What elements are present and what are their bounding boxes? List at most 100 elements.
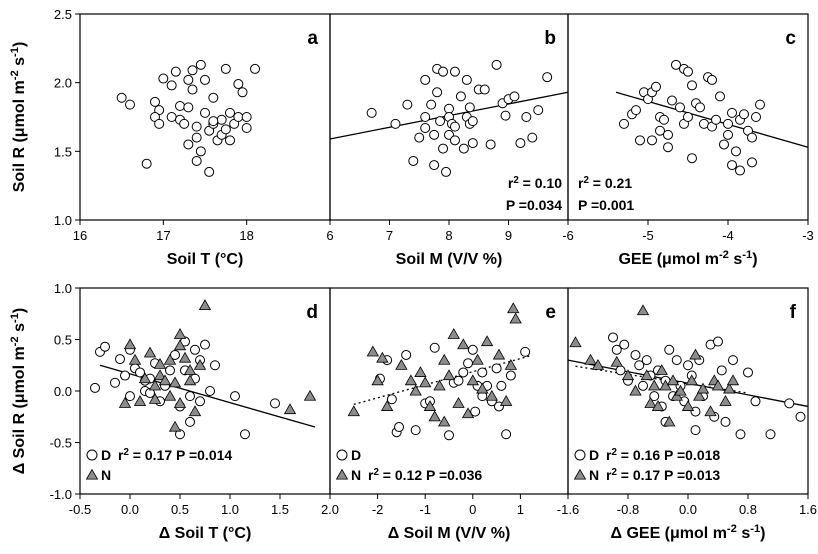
marker-circle <box>240 429 250 440</box>
marker-circle <box>402 99 413 110</box>
marker-circle <box>723 129 733 140</box>
marker-circle <box>638 380 648 391</box>
marker-circle <box>191 155 202 166</box>
marker-circle <box>715 91 725 102</box>
marker-circle <box>435 116 446 127</box>
marker-triangle <box>438 415 451 427</box>
marker-triangle <box>168 420 182 432</box>
marker-triangle <box>442 369 456 381</box>
x-tick-label: 9 <box>505 228 512 243</box>
marker-circle <box>185 391 195 402</box>
marker-circle <box>125 99 135 110</box>
marker-circle <box>166 80 177 91</box>
marker-circle <box>426 99 437 110</box>
marker-triangle <box>178 351 192 363</box>
marker-triangle <box>138 372 152 384</box>
y-tick-label: 0.0 <box>54 384 72 399</box>
marker-circle <box>515 138 526 149</box>
marker-circle <box>683 360 693 371</box>
marker-circle <box>463 358 474 369</box>
marker-circle <box>241 122 252 133</box>
marker-triangle <box>629 384 642 396</box>
marker-circle <box>210 360 220 371</box>
marker-circle <box>467 344 478 355</box>
x-tick-label: -1.6 <box>557 502 579 517</box>
marker-circle <box>183 102 194 113</box>
marker-circle <box>183 74 194 85</box>
marker-triangle <box>452 397 465 408</box>
marker-triangle <box>153 357 167 369</box>
marker-circle <box>739 109 749 120</box>
marker-circle <box>485 139 496 150</box>
y-tick-label: 2.0 <box>54 76 72 91</box>
marker-triangle <box>504 358 518 370</box>
marker-circle <box>453 375 464 386</box>
x-tick-label: -5 <box>642 228 654 243</box>
marker-circle <box>110 377 120 388</box>
marker-circle <box>615 365 626 376</box>
marker-circle <box>154 118 165 129</box>
legend-marker-circle <box>574 449 586 461</box>
marker-triangle <box>198 299 212 311</box>
legend-marker-circle <box>86 449 98 461</box>
x-tick-label: 1 <box>517 502 524 517</box>
marker-triangle <box>666 374 680 386</box>
marker-circle <box>429 129 440 140</box>
panel-letter: a <box>307 28 318 49</box>
marker-circle <box>185 416 195 427</box>
fit-line <box>99 364 316 428</box>
marker-circle <box>449 66 460 77</box>
marker-circle <box>723 118 733 129</box>
x-tick-label: 1.6 <box>799 502 817 517</box>
legend-label-d: D <box>101 447 111 463</box>
marker-triangle <box>173 339 187 351</box>
marker-circle <box>208 92 219 103</box>
marker-circle <box>505 370 516 381</box>
marker-circle <box>233 79 244 90</box>
marker-circle <box>208 116 219 127</box>
marker-circle <box>687 80 697 91</box>
panel-letter: f <box>790 302 797 323</box>
marker-circle <box>200 107 210 118</box>
legend-label-n: N <box>589 467 599 483</box>
marker-circle <box>477 367 488 378</box>
marker-circle <box>683 66 693 77</box>
marker-circle <box>125 391 135 402</box>
marker-circle <box>641 355 652 366</box>
marker-triangle <box>507 302 520 314</box>
marker-triangle <box>693 389 706 401</box>
marker-triangle <box>395 358 408 370</box>
marker-triangle <box>461 407 475 419</box>
marker-circle <box>195 59 206 70</box>
marker-circle <box>220 124 231 135</box>
x-tick-label: 0 <box>469 502 476 517</box>
marker-triangle <box>663 415 676 427</box>
marker-triangle <box>303 389 317 401</box>
marker-triangle <box>480 335 494 347</box>
marker-circle <box>438 143 449 154</box>
marker-circle <box>521 112 532 122</box>
marker-circle <box>420 74 431 85</box>
marker-triangle <box>674 384 687 396</box>
marker-circle <box>187 84 198 95</box>
marker-circle <box>158 73 169 84</box>
marker-triangle <box>409 384 422 396</box>
panel-c: -6 -5 -4 -3 GEE (μmol m-2 s-1) c r2 = 0.21 P =0… <box>562 13 814 268</box>
marker-circle <box>179 118 190 129</box>
x-tick-label: -2 <box>372 502 384 517</box>
marker-circle <box>509 91 520 102</box>
x-tick-label: 1.0 <box>221 502 239 517</box>
legend-marker-circle <box>336 449 348 461</box>
x-axis-label: Δ Soil M (V/V %) <box>388 525 511 542</box>
plot-frame <box>567 287 809 495</box>
x-tick-label: -6 <box>562 228 574 243</box>
plot-frame <box>329 287 569 495</box>
marker-circle <box>727 107 737 118</box>
marker-triangle <box>168 376 182 388</box>
marker-triangle <box>704 405 717 417</box>
marker-circle <box>491 59 502 70</box>
marker-circle <box>683 112 693 122</box>
marker-triangle <box>471 353 484 365</box>
marker-circle <box>195 396 205 407</box>
marker-circle <box>241 112 252 122</box>
